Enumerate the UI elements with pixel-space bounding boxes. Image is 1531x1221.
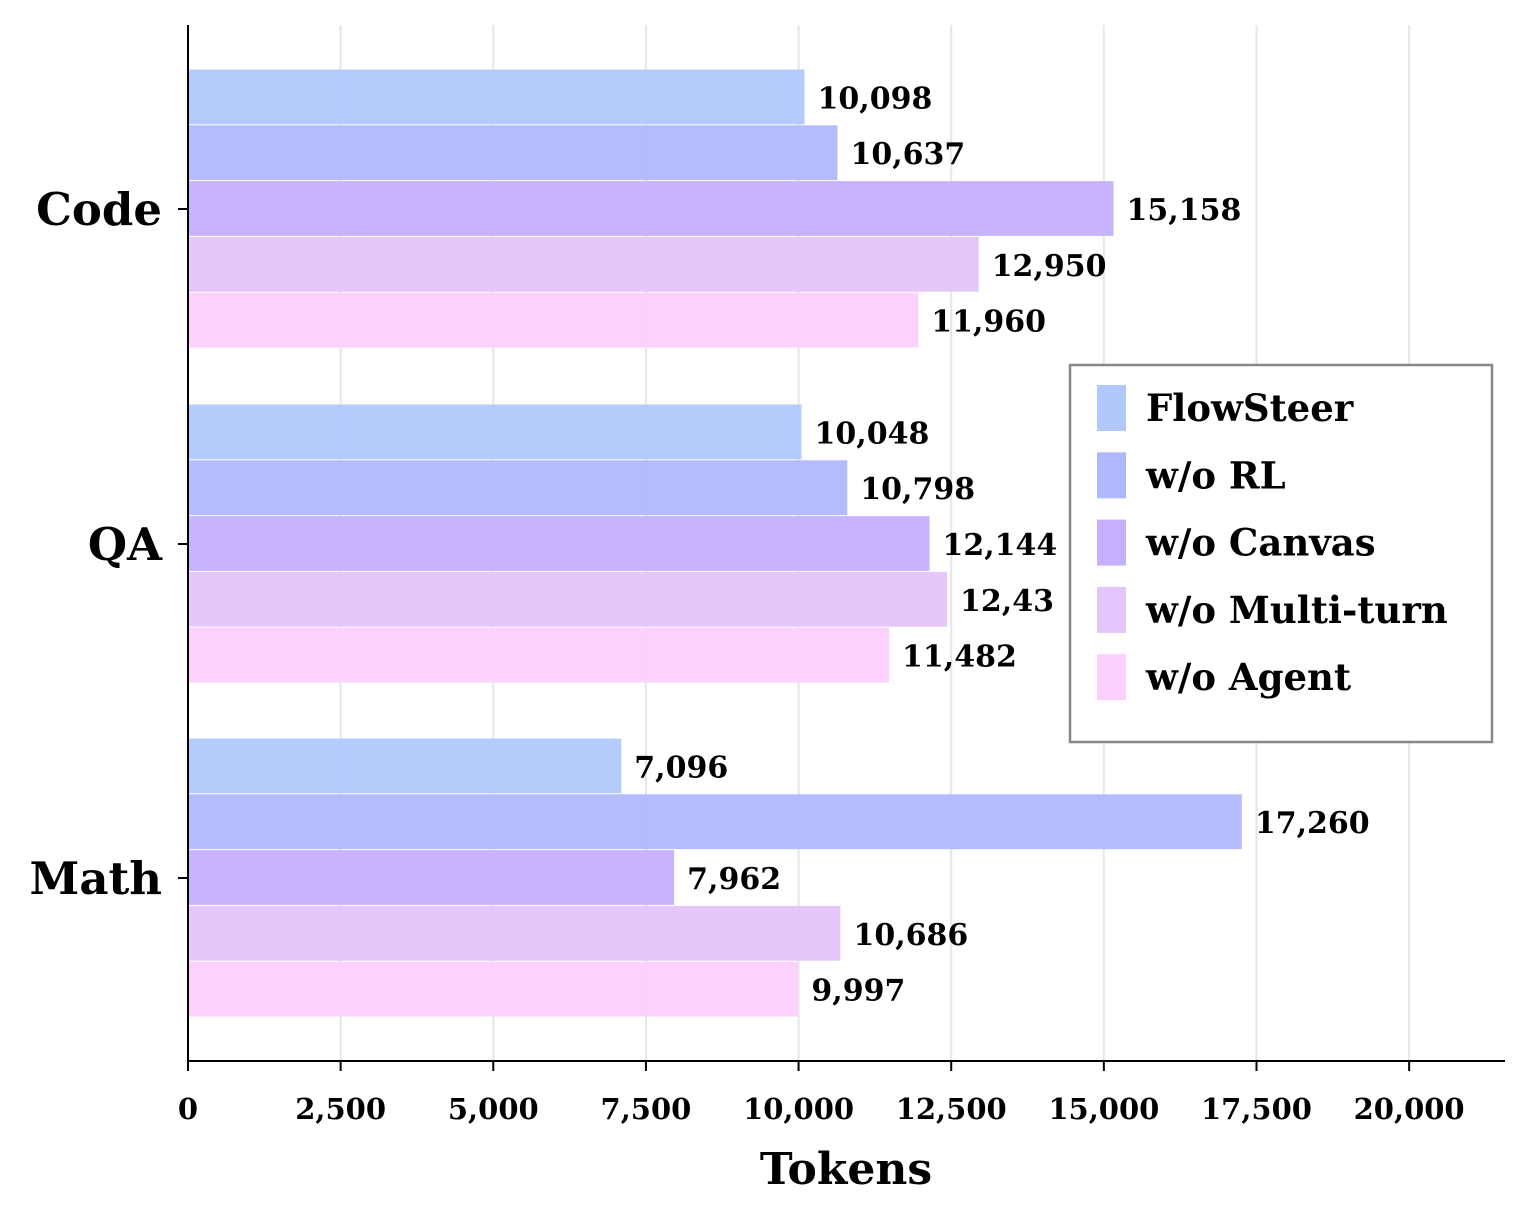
legend-label: w/o Canvas (1145, 521, 1376, 565)
x-axis-label: Tokens (760, 1144, 932, 1195)
data-label: 12,950 (992, 249, 1107, 284)
legend-box (1068, 363, 1494, 744)
data-label: 10,048 (815, 416, 930, 451)
y-tick-label: QA (88, 518, 163, 571)
y-tick-label: Math (30, 852, 162, 905)
x-tick-label: 12,500 (896, 1092, 1007, 1126)
bar-w-o-multi-turn (188, 236, 979, 292)
bar-w-o-rl (188, 460, 848, 516)
bar-w-o-agent (188, 961, 799, 1017)
x-tick-label: 5,000 (448, 1092, 539, 1126)
legend-label: w/o RL (1145, 453, 1286, 497)
legend-swatch (1097, 586, 1126, 633)
data-labels: 10,098 10,637 15,158 12,950 11,960 10,048 10,7… (634, 81, 1369, 1008)
bar-w-o-agent (188, 627, 890, 683)
bar-w-o-multi-turn (188, 571, 948, 627)
bar-w-o-agent (188, 292, 919, 348)
bar-w-o-canvas (188, 181, 1114, 236)
legend-swatch (1097, 452, 1126, 499)
legend-label: w/o Multi-turn (1145, 588, 1448, 632)
data-label: 15,158 (1127, 193, 1242, 228)
data-label: 12,144 (942, 528, 1057, 563)
bar-flowsteer (188, 404, 802, 460)
bars (188, 69, 1242, 1017)
legend-swatch (1097, 654, 1126, 701)
data-label: 7,962 (687, 862, 781, 897)
data-label: 10,686 (853, 918, 968, 953)
data-label: 7,096 (634, 750, 728, 785)
legend-label: w/o Agent (1145, 655, 1351, 699)
data-label: 17,260 (1255, 806, 1370, 841)
x-tick-label: 15,000 (1048, 1092, 1159, 1126)
data-label: 10,637 (850, 137, 965, 172)
data-label: 12,43 (960, 584, 1054, 619)
bar-flowsteer (188, 69, 805, 125)
x-tick-label: 0 (178, 1092, 198, 1126)
x-tick-label: 20,000 (1354, 1092, 1465, 1126)
x-tick-label: 2,500 (295, 1092, 386, 1126)
bar-w-o-rl (188, 125, 838, 181)
bar-w-o-canvas (188, 516, 930, 571)
data-label: 10,798 (860, 472, 975, 507)
data-label: 11,960 (931, 305, 1046, 340)
x-tick-label: 17,500 (1201, 1092, 1312, 1126)
data-label: 9,997 (811, 974, 905, 1009)
bar-w-o-multi-turn (188, 905, 841, 961)
x-tick-label: 7,500 (601, 1092, 692, 1126)
data-label: 11,482 (902, 640, 1017, 675)
legend-swatch (1097, 519, 1126, 566)
legend-label: FlowSteer (1146, 386, 1354, 430)
legend: FlowSteer w/o RL w/o Canvas w/o Multi-turn w… (1068, 363, 1494, 744)
bar-w-o-canvas (188, 850, 675, 905)
bar-w-o-rl (188, 794, 1242, 850)
bar-flowsteer (188, 738, 622, 794)
axes: 0 2,500 5,000 7,500 10,000 12,500 15,000 17,500… (30, 25, 1505, 1126)
data-label: 10,098 (818, 81, 933, 116)
x-tick-label: 10,000 (743, 1092, 854, 1126)
y-tick-label: Code (36, 183, 162, 236)
legend-swatch (1097, 385, 1126, 431)
